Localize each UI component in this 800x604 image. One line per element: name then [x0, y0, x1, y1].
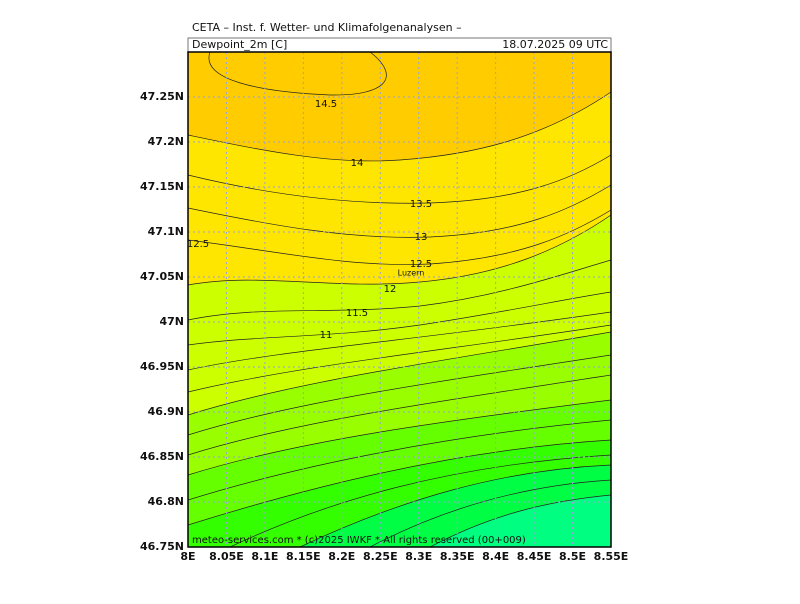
- contour-label: 13.5: [410, 199, 432, 210]
- lat-label: 47.05N: [140, 270, 184, 283]
- valid-time: 18.07.2025 09 UTC: [502, 38, 608, 51]
- contour-label: 12.5: [410, 259, 432, 270]
- contour-label: 12: [384, 284, 397, 295]
- lat-label: 46.8N: [148, 495, 184, 508]
- lat-label: 46.95N: [140, 360, 184, 373]
- footer: meteo-services.com * (c)2025 IWKF * All …: [192, 535, 526, 546]
- contour-label: 11: [320, 330, 333, 341]
- contour-label: 14.5: [315, 99, 337, 110]
- field: [188, 52, 611, 547]
- lon-label: 8.4E: [482, 550, 509, 563]
- contour-label: 11.5: [346, 308, 368, 319]
- frame: [187, 51, 612, 548]
- lat-label: 47N: [159, 315, 184, 328]
- title: CETA – Inst. f. Wetter- und Klimafolgena…: [192, 21, 462, 34]
- lon-label: 8.5E: [559, 550, 586, 563]
- lon-label: 8.1E: [251, 550, 278, 563]
- lon-label: 8.2E: [328, 550, 355, 563]
- lat-label: 46.9N: [148, 405, 184, 418]
- lon-label: 8.15E: [286, 550, 321, 563]
- band: [430, 495, 611, 547]
- contour-label: 13: [415, 232, 428, 243]
- lon-label: 8.35E: [440, 550, 475, 563]
- place-label: Luzern: [398, 269, 425, 278]
- lat-label: 47.15N: [140, 180, 184, 193]
- lat-label: 46.75N: [140, 540, 184, 553]
- lat-label: 47.25N: [140, 90, 184, 103]
- contour-label: 14: [351, 158, 364, 169]
- field-name: Dewpoint_2m [C]: [192, 38, 287, 51]
- grid: [188, 52, 611, 547]
- lon-label: 8.3E: [405, 550, 432, 563]
- lat-label: 47.2N: [148, 135, 184, 148]
- lat-label: 47.1N: [148, 225, 184, 238]
- lon-label: 8.55E: [594, 550, 629, 563]
- lat-label: 46.85N: [140, 450, 184, 463]
- lon-label: 8.05E: [209, 550, 244, 563]
- lon-label: 8E: [180, 550, 195, 563]
- contour-label: 12.5: [187, 239, 209, 250]
- lon-label: 8.25E: [363, 550, 398, 563]
- lon-label: 8.45E: [517, 550, 552, 563]
